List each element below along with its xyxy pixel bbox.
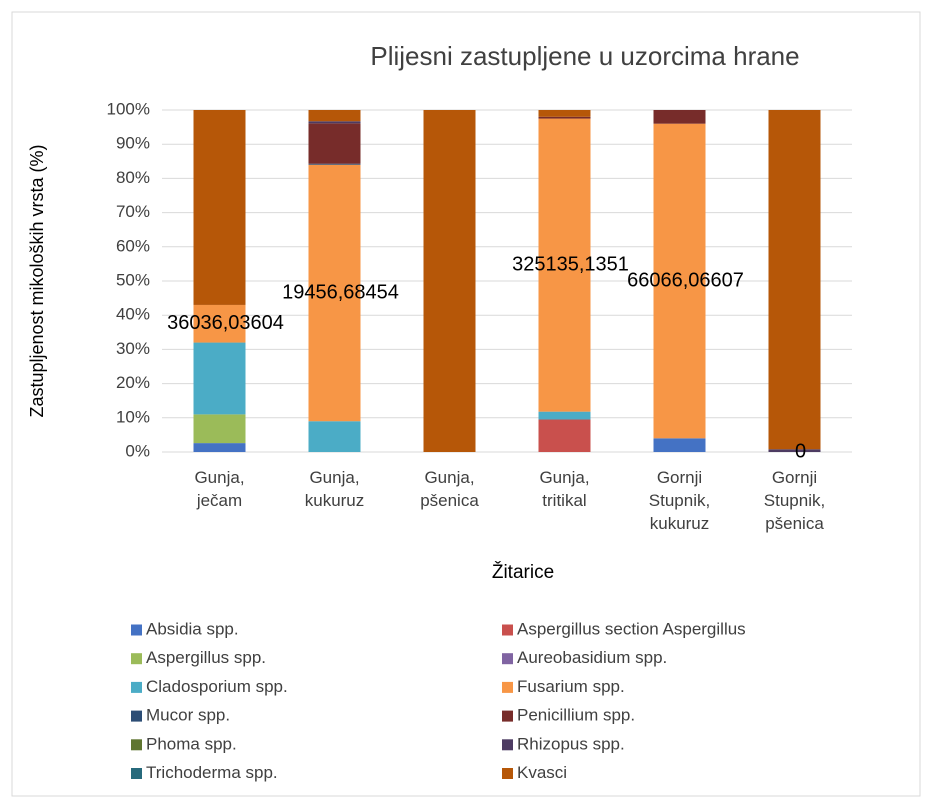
legend-label: Aspergillus section Aspergillus [517, 619, 746, 638]
x-tick-label: Gornji Stupnik, pšenica [764, 468, 825, 533]
bar-segment [193, 304, 246, 343]
y-tick-label: 10% [116, 407, 150, 426]
x-tick-label: Gunja, kukuruz [305, 468, 365, 510]
bar-segment [308, 123, 361, 164]
y-tick-label: 90% [116, 134, 150, 153]
legend-label: Cladosporium spp. [146, 677, 288, 696]
legend-swatch [131, 681, 142, 693]
bar-segment [653, 123, 706, 439]
legend-swatch [131, 739, 142, 751]
x-tick-label: Gornji Stupnik, kukuruz [649, 468, 710, 533]
legend-swatch [131, 624, 142, 636]
legend-label: Fusarium spp. [517, 677, 625, 696]
bar-segment [538, 419, 591, 452]
y-tick-label: 20% [116, 373, 150, 392]
bar-segment [308, 164, 361, 422]
x-tick-label: Gunja, pšenica [420, 468, 479, 510]
legend-swatch [502, 653, 513, 665]
legend-swatch [502, 710, 513, 722]
legend-label: Trichoderma spp. [146, 763, 278, 782]
legend-label: Penicillium spp. [517, 706, 635, 725]
legend-label: Phoma spp. [146, 734, 237, 753]
y-tick-label: 40% [116, 305, 150, 324]
bar-segment [768, 110, 821, 450]
x-axis-label: Žitarice [492, 561, 554, 583]
legend-swatch [502, 768, 513, 779]
chart-title: Plijesni zastupljene u uzorcima hrane [370, 41, 799, 71]
y-tick-label: 80% [116, 168, 150, 187]
bar-segment [768, 449, 821, 452]
legend-swatch [502, 739, 513, 751]
legend-swatch [131, 768, 142, 779]
data-label: 36036,03604 [167, 312, 284, 334]
y-tick-label: 30% [116, 339, 150, 358]
bar-segment [193, 110, 246, 305]
bar-segment [423, 110, 476, 452]
bar-segment [193, 443, 246, 452]
bar-segment [653, 110, 706, 124]
legend-swatch [502, 624, 513, 636]
data-label: 19456,68454 [282, 281, 399, 303]
y-axis-label: Zastupljenost mikoloških vrsta (%) [27, 144, 47, 417]
y-tick-label: 0% [125, 441, 150, 460]
legend-label: Aspergillus spp. [146, 648, 266, 667]
y-tick-label: 60% [116, 236, 150, 255]
legend-label: Mucor spp. [146, 706, 230, 725]
bar-segment [538, 118, 591, 412]
bar-segment [308, 121, 361, 124]
legend-swatch [131, 653, 142, 665]
legend-swatch [502, 681, 513, 693]
x-tick-label: Gunja, tritikal [539, 468, 589, 510]
legend-swatch [131, 710, 142, 722]
data-label: 0 [795, 440, 806, 462]
legend-label: Kvasci [517, 763, 567, 782]
bar-segment [653, 438, 706, 452]
y-tick-label: 50% [116, 270, 150, 289]
y-tick-label: 100% [107, 99, 150, 118]
bar-segment [308, 110, 361, 122]
y-tick-label: 70% [116, 202, 150, 221]
x-tick-label: Gunja, ječam [194, 468, 244, 510]
bar-segment [538, 110, 591, 117]
bar-segment [193, 414, 246, 444]
legend-label: Aureobasidium spp. [517, 648, 667, 667]
bar-segment [538, 411, 591, 420]
bar-segment [308, 421, 361, 452]
legend-label: Absidia spp. [146, 619, 239, 638]
data-label: 325135,1351 [512, 253, 629, 275]
legend-label: Rhizopus spp. [517, 734, 625, 753]
bar-segment [538, 116, 591, 119]
data-label: 66066,06607 [627, 269, 744, 291]
bar-segment [308, 163, 361, 165]
bar-segment [193, 342, 246, 415]
